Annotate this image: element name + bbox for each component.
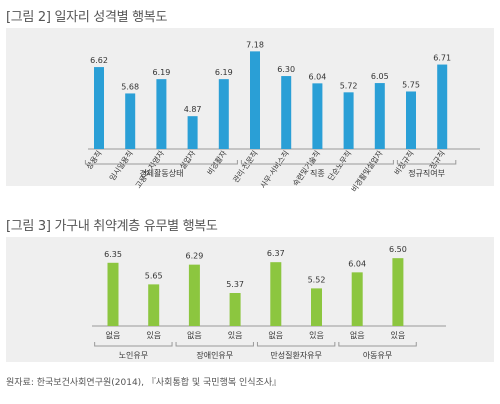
- group-label-3: 정규직여부: [408, 168, 445, 178]
- bar-7: [351, 272, 363, 326]
- value-label-8: 6.04: [308, 72, 326, 81]
- group-bracket-1: [94, 342, 173, 347]
- group-bracket-2: [175, 342, 254, 347]
- bar-2: [148, 284, 160, 326]
- group-bracket-2: [240, 160, 394, 165]
- bar-4: [187, 116, 198, 149]
- value-label-2: 5.65: [145, 271, 163, 280]
- value-label-5: 6.19: [215, 68, 233, 77]
- chart-1: 6.62상용직5.68임시일용직6.19고용주·자영자4.87실업자6.19비경…: [84, 40, 480, 194]
- value-label-4: 5.37: [226, 280, 244, 289]
- figure2-panel: [6, 237, 494, 362]
- value-label-7: 6.04: [348, 259, 366, 268]
- bar-8: [312, 83, 323, 149]
- value-label-1: 6.62: [90, 56, 108, 65]
- value-label-2: 5.68: [121, 82, 139, 91]
- category-label-6: 관리·전문직: [230, 148, 259, 184]
- category-label-10: 비경활및실업자: [349, 148, 385, 193]
- bar-3: [188, 264, 200, 326]
- figure1-title: [그림 2] 일자리 성격별 행복도: [6, 10, 168, 25]
- bar-1: [94, 67, 104, 149]
- category-label-4: 실업자: [177, 148, 197, 171]
- group-bracket-3: [256, 342, 336, 347]
- bar-11: [406, 91, 416, 149]
- group-label-2: 직종: [310, 168, 325, 178]
- source-note: 원자료: 한국보건사회연구원(2014), 『사회통합 및 국민행복 인식조사』: [6, 378, 282, 388]
- group-label-1: 경제활동상태: [139, 168, 183, 178]
- category-label-2: 있음: [146, 330, 161, 340]
- bar-8: [392, 258, 404, 326]
- group-label-1: 노인유무: [119, 350, 148, 360]
- bar-3: [156, 79, 167, 149]
- group-bracket-4: [338, 342, 417, 347]
- group-bracket-1: [84, 160, 238, 165]
- chart-2: 6.35 없음 5.65 있음 6.29 없음 5.37 있음 6.37 없음 5.52 있음 6.04…: [92, 245, 446, 360]
- bar-9: [343, 92, 354, 149]
- value-label-4: 4.87: [184, 105, 202, 114]
- category-label-1: 없음: [106, 331, 121, 340]
- category-label-12: 정규직: [427, 148, 447, 171]
- category-label-7: 없음: [350, 331, 365, 340]
- value-label-7: 6.30: [277, 65, 295, 74]
- value-label-1: 6.35: [104, 250, 122, 259]
- value-label-10: 6.05: [371, 72, 389, 81]
- value-label-8: 6.50: [389, 245, 407, 254]
- bar-7: [281, 76, 292, 149]
- bar-6: [250, 51, 260, 149]
- value-label-3: 6.29: [185, 252, 203, 261]
- group-label-4: 아동유무: [363, 350, 392, 360]
- bar-2: [125, 93, 136, 149]
- category-label-3: 없음: [187, 331, 202, 340]
- bar-10: [374, 83, 385, 149]
- value-label-3: 6.19: [152, 68, 170, 77]
- category-label-4: 있음: [228, 330, 243, 340]
- category-label-7: 사무·서비스직: [258, 148, 291, 190]
- bar-6: [311, 288, 322, 326]
- bar-1: [107, 262, 119, 326]
- value-label-5: 6.37: [267, 249, 285, 258]
- value-label-9: 5.72: [340, 81, 358, 90]
- bar-5: [218, 79, 229, 149]
- value-label-6: 7.18: [246, 40, 264, 49]
- group-label-3: 만성질환자유무: [270, 350, 322, 360]
- value-label-6: 5.52: [308, 275, 326, 284]
- bar-5: [270, 262, 282, 326]
- value-label-11: 5.75: [402, 80, 420, 89]
- category-label-5: 비경활자: [204, 148, 228, 176]
- bar-4: [229, 293, 241, 326]
- category-label-1: 상용직: [84, 148, 104, 171]
- category-label-8: 있음: [391, 330, 406, 340]
- group-bracket-3: [396, 160, 457, 165]
- group-label-2: 장애인유무: [196, 350, 233, 360]
- category-label-2: 임시일용직: [107, 148, 135, 182]
- figure2-title: [그림 3] 가구내 취약계층 유무별 행복도: [6, 219, 218, 234]
- category-label-9: 단순노무직: [325, 148, 353, 182]
- value-label-12: 6.71: [433, 54, 451, 63]
- category-label-6: 있음: [309, 330, 324, 340]
- bar-12: [437, 64, 448, 149]
- category-label-5: 없음: [268, 331, 283, 340]
